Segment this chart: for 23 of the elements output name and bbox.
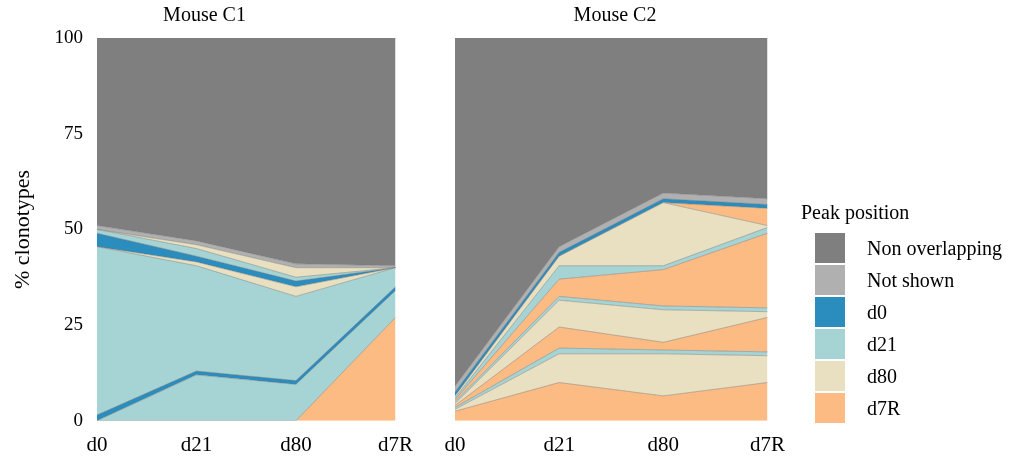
x-tick-label: d21: [180, 431, 213, 456]
legend-label: d7R: [867, 396, 901, 420]
x-tick-label: d7R: [749, 431, 785, 456]
x-tick-label: d80: [280, 431, 312, 456]
y-axis-title: % clonotypes: [8, 169, 34, 289]
x-tick-label: d80: [647, 431, 680, 456]
y-tick-label: 75: [63, 121, 83, 143]
chart-title: Mouse C1: [163, 3, 246, 26]
legend-label: d21: [867, 332, 897, 356]
x-tick-label: d0: [86, 431, 108, 456]
legend-label: d80: [867, 364, 897, 388]
x-tick-label: d7R: [377, 431, 413, 456]
chart-title: Mouse C2: [573, 3, 657, 26]
y-tick-label: 100: [54, 25, 83, 47]
legend-title: Peak position: [801, 201, 911, 224]
x-tick-label: d21: [543, 431, 575, 456]
y-tick-label: 50: [63, 217, 83, 239]
x-tick-label: d0: [444, 431, 466, 456]
legend-label: Non overlapping: [867, 236, 1002, 260]
y-tick-label: 25: [63, 313, 83, 335]
legend-label: Not shown: [867, 268, 955, 292]
y-tick-label: 0: [73, 408, 83, 430]
legend-label: d0: [867, 300, 887, 324]
